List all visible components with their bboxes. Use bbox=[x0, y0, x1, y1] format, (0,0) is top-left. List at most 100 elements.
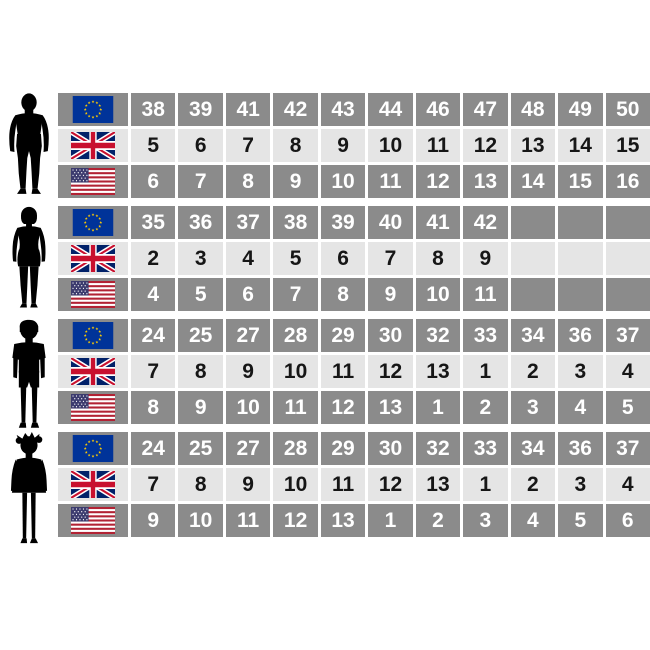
size-cell: 12 bbox=[320, 391, 366, 424]
size-cell: 32 bbox=[415, 432, 461, 465]
size-cell: 13 bbox=[463, 165, 508, 198]
size-cell: 9 bbox=[368, 278, 413, 311]
woman-silhouette bbox=[0, 206, 58, 311]
size-cell: 3 bbox=[463, 504, 508, 537]
size-cell: 9 bbox=[320, 129, 366, 162]
size-cell: 43 bbox=[320, 93, 366, 126]
size-cell: 32 bbox=[415, 319, 461, 352]
size-cell: 29 bbox=[320, 319, 366, 352]
size-cell: 14 bbox=[510, 165, 556, 198]
us-flag-icon bbox=[58, 391, 128, 424]
size-cell: 42 bbox=[273, 93, 318, 126]
size-cell: 9 bbox=[463, 242, 508, 275]
size-cell bbox=[605, 206, 650, 239]
size-cell: 27 bbox=[225, 432, 271, 465]
size-cell: 49 bbox=[558, 93, 603, 126]
size-cell: 50 bbox=[605, 93, 650, 126]
size-cell: 10 bbox=[273, 468, 318, 501]
woman-size-grid: 35 36 37 38 39 40 41 42 2 3 4 5 6 7 8 9 4 5 6 7 8 9 10 11 bbox=[58, 206, 650, 311]
size-cell: 10 bbox=[368, 129, 413, 162]
size-cell: 24 bbox=[131, 432, 176, 465]
size-cell: 11 bbox=[225, 504, 271, 537]
size-cell: 30 bbox=[368, 432, 413, 465]
size-cell: 11 bbox=[320, 355, 366, 388]
size-cell: 12 bbox=[463, 129, 508, 162]
uk-flag-icon bbox=[58, 242, 128, 275]
size-cell: 4 bbox=[558, 391, 603, 424]
size-cell: 6 bbox=[320, 242, 366, 275]
size-cell: 36 bbox=[558, 319, 603, 352]
size-cell: 6 bbox=[225, 278, 271, 311]
size-cell: 15 bbox=[558, 165, 603, 198]
size-cell: 10 bbox=[415, 278, 461, 311]
size-cell: 34 bbox=[510, 432, 556, 465]
size-cell: 34 bbox=[510, 319, 556, 352]
man-silhouette bbox=[0, 93, 58, 198]
man-size-grid: 38 39 41 42 43 44 46 47 48 49 50 5 6 7 8 9 10 11 12 13 14 15 6… bbox=[58, 93, 650, 198]
size-cell: 13 bbox=[415, 468, 461, 501]
size-cell: 14 bbox=[558, 129, 603, 162]
size-cell: 42 bbox=[463, 206, 508, 239]
size-cell: 8 bbox=[225, 165, 271, 198]
size-cell: 8 bbox=[178, 468, 223, 501]
us-flag-icon bbox=[58, 278, 128, 311]
size-cell bbox=[510, 206, 556, 239]
uk-flag-icon bbox=[58, 355, 128, 388]
size-cell: 5 bbox=[558, 504, 603, 537]
size-cell: 48 bbox=[510, 93, 556, 126]
size-cell: 37 bbox=[605, 319, 650, 352]
size-cell: 7 bbox=[178, 165, 223, 198]
size-cell: 9 bbox=[273, 165, 318, 198]
size-cell: 46 bbox=[415, 93, 461, 126]
girl-size-grid: 24 25 27 28 29 30 32 33 34 36 37 7 8 9 10 11 12 13 1 2 3 4 9 10… bbox=[58, 432, 650, 537]
size-cell: 30 bbox=[368, 319, 413, 352]
size-cell: 7 bbox=[131, 355, 176, 388]
size-cell: 11 bbox=[273, 391, 318, 424]
size-cell: 7 bbox=[273, 278, 318, 311]
size-cell: 37 bbox=[605, 432, 650, 465]
size-cell: 13 bbox=[368, 391, 413, 424]
size-cell: 13 bbox=[510, 129, 556, 162]
size-cell: 7 bbox=[131, 468, 176, 501]
size-cell: 7 bbox=[225, 129, 271, 162]
eu-flag-icon bbox=[58, 206, 128, 239]
size-cell: 10 bbox=[273, 355, 318, 388]
size-cell: 5 bbox=[131, 129, 176, 162]
size-cell bbox=[605, 242, 650, 275]
size-cell: 37 bbox=[225, 206, 271, 239]
girl-silhouette bbox=[0, 432, 58, 537]
section-boy-sizes: 24 25 27 28 29 30 32 33 34 36 37 7 8 9 10 11 12 13 1 2 3 4 8 9 1… bbox=[0, 319, 650, 424]
size-cell: 10 bbox=[225, 391, 271, 424]
us-flag-icon bbox=[58, 504, 128, 537]
section-girl-sizes: 24 25 27 28 29 30 32 33 34 36 37 7 8 9 10 11 12 13 1 2 3 4 9 10… bbox=[0, 432, 650, 537]
size-cell: 2 bbox=[131, 242, 176, 275]
size-cell: 1 bbox=[463, 355, 508, 388]
size-cell: 9 bbox=[178, 391, 223, 424]
size-cell: 41 bbox=[415, 206, 461, 239]
size-cell: 4 bbox=[605, 468, 650, 501]
size-cell: 9 bbox=[225, 355, 271, 388]
size-cell: 28 bbox=[273, 432, 318, 465]
section-man-sizes: 38 39 41 42 43 44 46 47 48 49 50 5 6 7 8 9 10 11 12 13 14 15 6… bbox=[0, 93, 650, 198]
size-cell: 13 bbox=[320, 504, 366, 537]
eu-flag-icon bbox=[58, 319, 128, 352]
uk-flag-icon bbox=[58, 129, 128, 162]
size-cell: 8 bbox=[178, 355, 223, 388]
size-cell: 3 bbox=[558, 468, 603, 501]
size-cell: 29 bbox=[320, 432, 366, 465]
size-cell: 5 bbox=[178, 278, 223, 311]
size-cell: 8 bbox=[320, 278, 366, 311]
size-cell: 25 bbox=[178, 319, 223, 352]
size-cell: 28 bbox=[273, 319, 318, 352]
size-cell: 16 bbox=[605, 165, 650, 198]
size-cell: 11 bbox=[368, 165, 413, 198]
size-cell: 3 bbox=[178, 242, 223, 275]
size-cell: 15 bbox=[605, 129, 650, 162]
size-cell: 4 bbox=[605, 355, 650, 388]
size-cell: 4 bbox=[131, 278, 176, 311]
size-cell: 6 bbox=[605, 504, 650, 537]
size-cell: 1 bbox=[463, 468, 508, 501]
size-cell: 24 bbox=[131, 319, 176, 352]
boy-size-grid: 24 25 27 28 29 30 32 33 34 36 37 7 8 9 10 11 12 13 1 2 3 4 8 9 1… bbox=[58, 319, 650, 424]
eu-flag-icon bbox=[58, 432, 128, 465]
